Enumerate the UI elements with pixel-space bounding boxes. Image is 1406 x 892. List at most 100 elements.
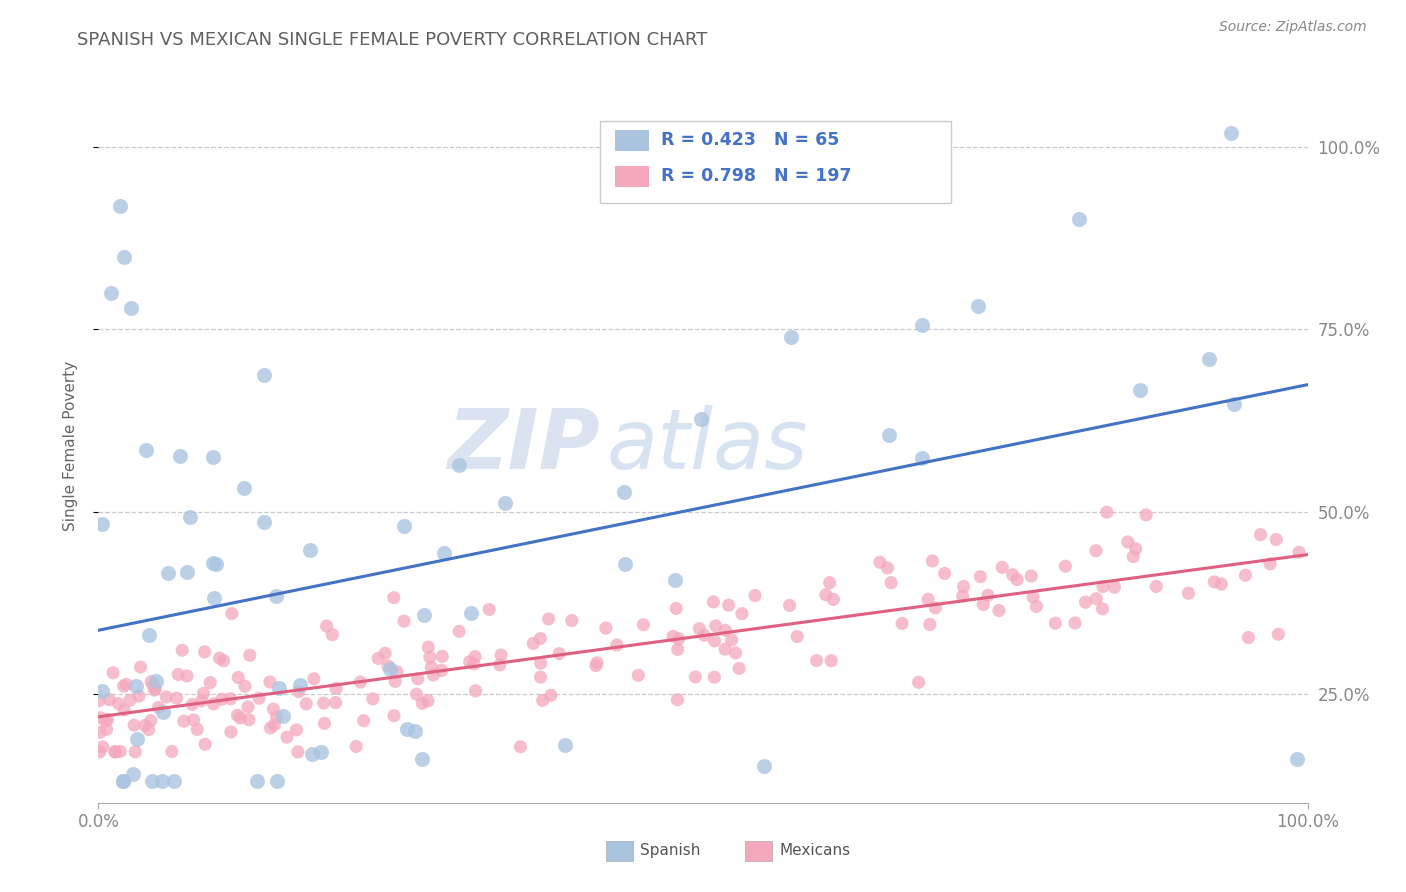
Point: [688, 622, 710, 636]
Text: SPANISH VS MEXICAN SINGLE FEMALE POVERTY CORRELATION CHART: SPANISH VS MEXICAN SINGLE FEMALE POVERTY…: [77, 31, 707, 49]
Point: [155, 690, 177, 704]
Point: [728, 661, 751, 675]
Point: [1125, 541, 1147, 556]
Point: [662, 629, 685, 643]
Point: [934, 566, 956, 581]
Point: [129, 660, 152, 674]
Point: [89, 745, 111, 759]
Point: [194, 645, 217, 659]
Point: [226, 708, 249, 723]
Bar: [614, 130, 648, 152]
Point: [301, 747, 323, 761]
Point: [100, 286, 122, 301]
Point: [141, 674, 163, 689]
Point: [1022, 590, 1045, 604]
Point: [668, 632, 690, 646]
Point: [664, 573, 686, 587]
Point: [128, 689, 150, 703]
Point: [295, 697, 318, 711]
Point: [1211, 577, 1233, 591]
Text: R = 0.423   N = 65: R = 0.423 N = 65: [661, 131, 839, 149]
Point: [314, 716, 336, 731]
Point: [924, 600, 946, 615]
Point: [276, 730, 298, 744]
Point: [724, 646, 747, 660]
Point: [991, 560, 1014, 574]
Point: [226, 670, 249, 684]
Point: [921, 554, 943, 568]
Point: [1091, 602, 1114, 616]
Point: [613, 557, 636, 571]
Point: [917, 592, 939, 607]
Point: [531, 693, 554, 707]
Point: [263, 718, 285, 732]
Point: [156, 566, 179, 580]
Point: [606, 638, 628, 652]
Point: [253, 368, 276, 383]
Point: [449, 458, 471, 472]
Point: [1250, 527, 1272, 541]
Point: [143, 681, 166, 696]
Point: [744, 589, 766, 603]
Point: [1223, 397, 1246, 411]
Point: [1054, 559, 1077, 574]
FancyBboxPatch shape: [600, 121, 950, 203]
Point: [239, 648, 262, 663]
Point: [689, 411, 711, 425]
Point: [238, 713, 260, 727]
Point: [717, 598, 740, 612]
Point: [1095, 505, 1118, 519]
Point: [200, 675, 222, 690]
Point: [972, 598, 994, 612]
Point: [89, 725, 111, 739]
Point: [880, 575, 903, 590]
Point: [361, 691, 384, 706]
Point: [259, 675, 281, 690]
Point: [247, 691, 270, 706]
Point: [309, 745, 332, 759]
Point: [141, 774, 163, 789]
Point: [1285, 752, 1308, 766]
Text: atlas: atlas: [606, 406, 808, 486]
Text: R = 0.798   N = 197: R = 0.798 N = 197: [661, 167, 851, 185]
Point: [112, 679, 135, 693]
Point: [138, 628, 160, 642]
Point: [522, 636, 544, 650]
Point: [267, 681, 290, 695]
Point: [325, 696, 347, 710]
Point: [252, 516, 274, 530]
Point: [89, 711, 111, 725]
Point: [494, 496, 516, 510]
Point: [212, 654, 235, 668]
Point: [266, 774, 288, 789]
Point: [458, 655, 481, 669]
Point: [104, 745, 127, 759]
Point: [176, 669, 198, 683]
Point: [918, 617, 941, 632]
Point: [779, 599, 801, 613]
Point: [1045, 616, 1067, 631]
Y-axis label: Single Female Poverty: Single Female Poverty: [63, 361, 77, 531]
Point: [104, 745, 127, 759]
Point: [806, 653, 828, 667]
Point: [194, 737, 217, 751]
Point: [202, 591, 225, 605]
Point: [90, 683, 112, 698]
Point: [190, 694, 212, 708]
Point: [530, 656, 553, 670]
Point: [1122, 549, 1144, 564]
Point: [229, 711, 252, 725]
Point: [561, 614, 583, 628]
Point: [288, 684, 311, 698]
Point: [786, 630, 808, 644]
Point: [396, 722, 419, 736]
Point: [1067, 211, 1090, 226]
Point: [285, 723, 308, 737]
Point: [780, 330, 803, 344]
Point: [952, 579, 974, 593]
Point: [91, 739, 114, 754]
Point: [449, 624, 471, 639]
Point: [367, 651, 389, 665]
Point: [374, 646, 396, 660]
Point: [384, 674, 406, 689]
